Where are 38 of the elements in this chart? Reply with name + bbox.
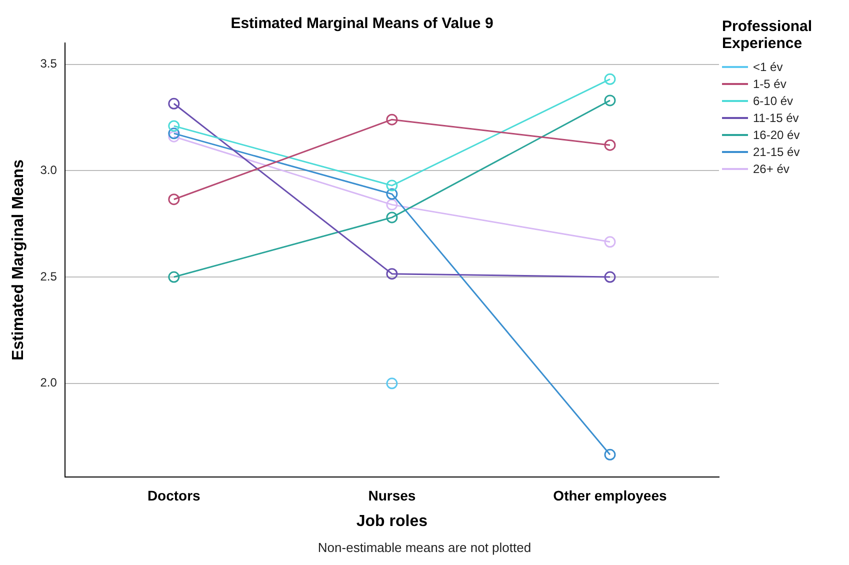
legend-label: 1-5 év — [753, 76, 786, 90]
y-tick-label: 3.5 — [40, 56, 58, 71]
point — [604, 448, 616, 460]
y-tick-label: 2.5 — [40, 269, 58, 284]
point — [386, 180, 398, 192]
point — [168, 271, 180, 283]
point — [604, 94, 616, 106]
point — [168, 120, 180, 132]
legend-label: 21-15 év — [753, 144, 800, 158]
legend-label: 11-15 év — [753, 110, 799, 124]
point — [168, 194, 180, 206]
point — [386, 212, 398, 224]
text: Non-estimable means are not plotted — [316, 540, 532, 555]
x-tick-label: Nurses — [368, 487, 416, 504]
point — [604, 139, 616, 151]
x-tick-label: Doctors — [147, 487, 201, 504]
point — [386, 378, 398, 390]
y-tick-label: 3.0 — [40, 162, 58, 177]
legend-label: <1 év — [753, 60, 783, 74]
legend-label: 6-10 év — [753, 94, 794, 108]
y-axis-title: Estimated Marginal Means — [10, 159, 28, 360]
point — [386, 198, 398, 210]
x-axis-title: Job roles — [356, 512, 428, 530]
point — [604, 73, 616, 85]
legend-label: 16-20 év — [753, 128, 800, 142]
point — [604, 236, 616, 248]
y-tick-label: 2.0 — [40, 376, 58, 390]
point — [168, 130, 180, 142]
point — [604, 271, 616, 283]
point — [168, 98, 180, 110]
legend-title: Professional Experience — [722, 18, 814, 52]
point — [386, 268, 398, 280]
point — [168, 128, 180, 140]
x-tick-label: Other employees — [553, 487, 667, 504]
point — [386, 188, 398, 200]
chart-title: Estimated Marginal Means of Value 9 — [230, 15, 494, 32]
point — [386, 114, 398, 126]
legend-label: 26+ év — [753, 162, 790, 176]
